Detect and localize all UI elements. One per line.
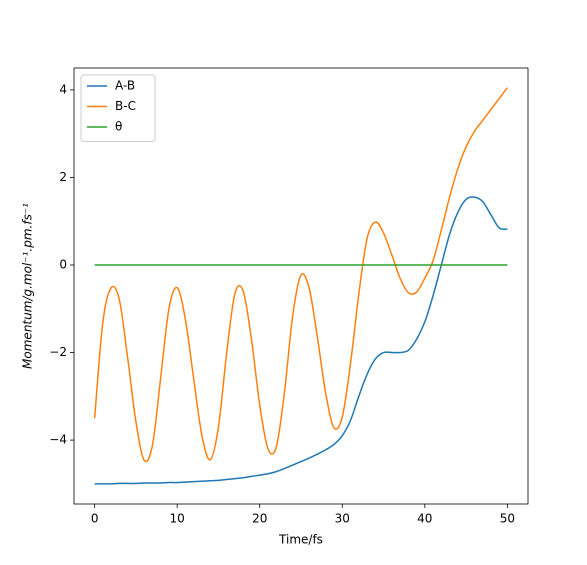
y-axis-label: Momentum/g.mol⁻¹.pm.fs⁻¹ [21,203,35,369]
line-series [94,196,508,485]
legend-label: A-B [115,79,135,93]
x-tick-label: 40 [417,512,432,526]
y-tick-label: 4 [59,82,67,96]
x-tick-label: 10 [170,512,185,526]
x-tick-label: 20 [252,512,267,526]
x-tick-label: 50 [500,512,515,526]
legend-box [80,74,156,142]
y-tick-label: 2 [59,170,67,184]
x-axis-label: Time/fs [278,533,323,547]
y-tick-label: −2 [49,345,67,359]
y-tick-label: −4 [49,433,67,447]
x-tick-label: 0 [91,512,99,526]
x-tick-label: 30 [335,512,350,526]
plot-frame [73,67,529,505]
legend-label: θ [115,120,122,134]
y-tick-label: 0 [59,257,67,271]
legend-label: B-C [115,99,136,113]
line-series [93,87,508,463]
